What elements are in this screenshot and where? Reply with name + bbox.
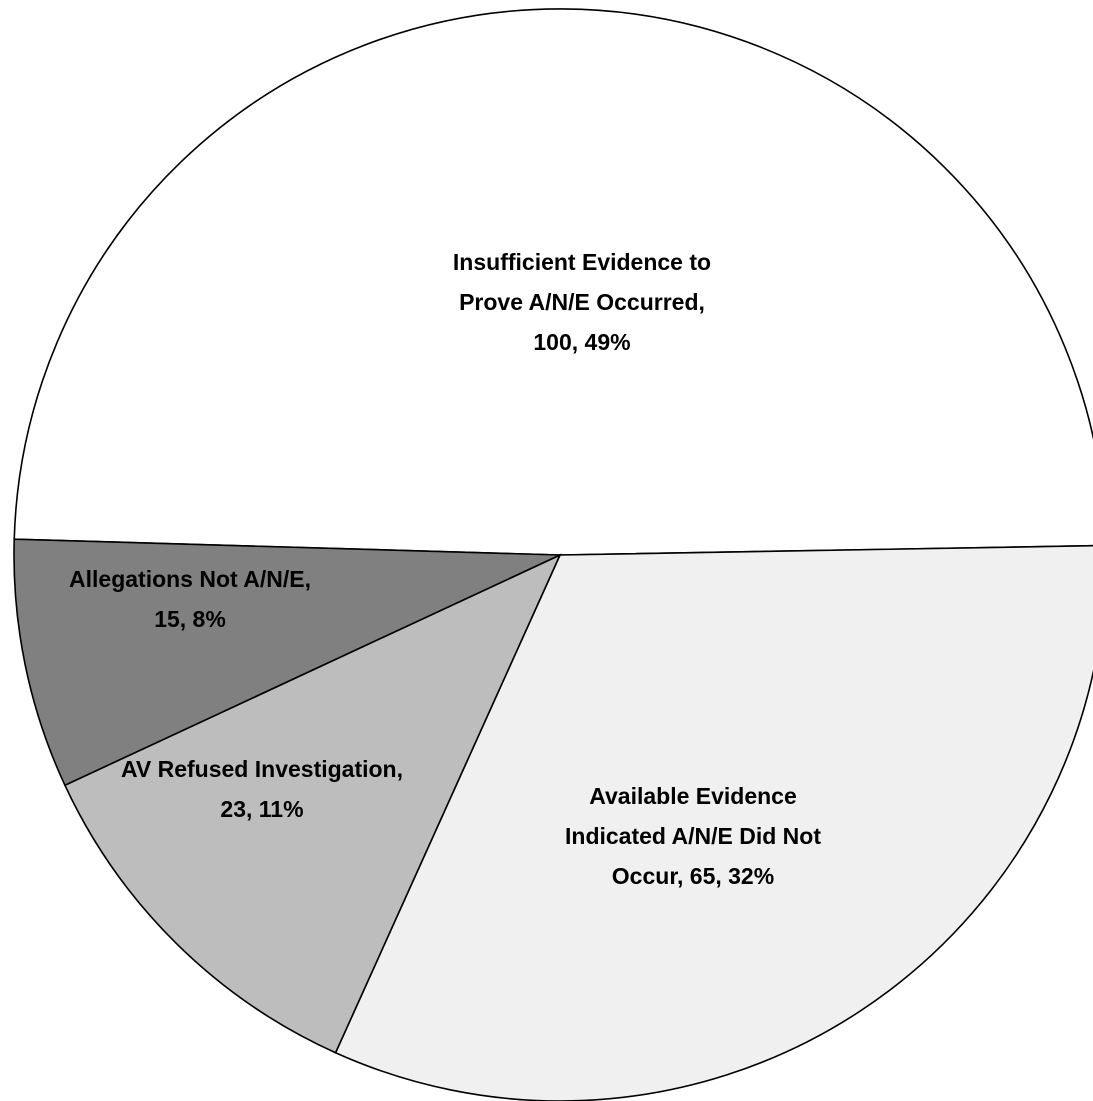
slice-label-line: Insufficient Evidence to <box>453 249 711 275</box>
slice-label-3: Allegations Not A/N/E, 15, 8% <box>69 566 311 632</box>
slice-label-line: AV Refused Investigation, <box>121 756 403 782</box>
slice-label-line: Prove A/N/E Occurred, <box>459 289 705 315</box>
pie-slice-1 <box>334 544 1093 1101</box>
pie-slice-0 <box>13 8 1093 556</box>
slice-label-0: Insufficient Evidence to Prove A/N/E Occu… <box>453 249 711 355</box>
slice-label-line: 23, 11% <box>220 796 303 822</box>
slice-label-line: 100, 49% <box>533 329 630 355</box>
pie-slice-3 <box>13 538 561 787</box>
pie-slice-2 <box>63 553 562 1054</box>
slice-label-2: AV Refused Investigation, 23, 11% <box>121 756 403 822</box>
slice-label-line: Available Evidence <box>589 783 797 809</box>
slice-label-line: Indicated A/N/E Did Not <box>565 823 821 849</box>
slice-label-line: 15, 8% <box>154 606 226 632</box>
slice-label-1: Available Evidence Indicated A/N/E Did No… <box>565 783 821 889</box>
slice-label-line: Occur, 65, 32% <box>612 863 774 889</box>
slice-label-line: Allegations Not A/N/E, <box>69 566 311 592</box>
